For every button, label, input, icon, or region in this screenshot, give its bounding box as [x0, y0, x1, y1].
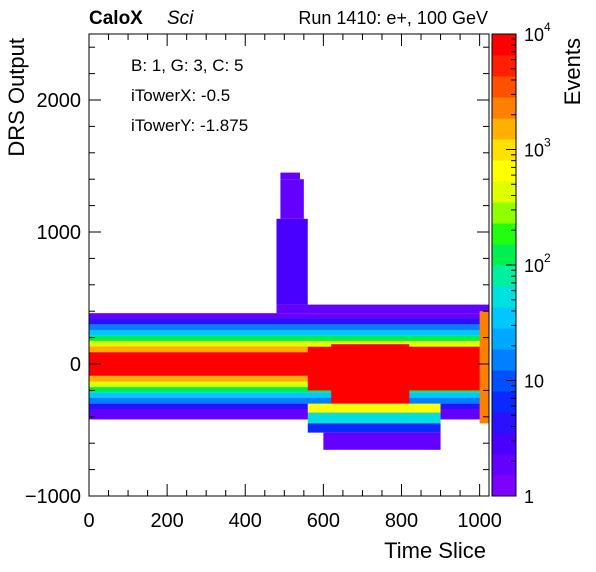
y-axis-label: DRS Output	[4, 38, 29, 157]
x-tick-label: 800	[385, 510, 418, 532]
heatmap-band-21	[276, 304, 489, 314]
heatmap-band-18	[307, 412, 441, 424]
heatmap-band-19	[307, 423, 441, 433]
color-scale-step	[492, 307, 516, 329]
z-tick-label: 1	[524, 487, 534, 507]
color-scale-step	[492, 202, 516, 224]
y-tick-label: 1000	[37, 222, 82, 244]
color-scale-step	[492, 454, 516, 476]
color-scale-step	[492, 328, 516, 350]
heatmap-band-10	[89, 397, 489, 404]
color-scale-step	[492, 223, 516, 245]
heatmap-band-1	[89, 346, 489, 353]
x-tick-label: 400	[229, 510, 262, 532]
color-scale-step	[492, 34, 516, 56]
heatmap-band-11	[89, 318, 489, 325]
heatmap-band-5	[89, 335, 489, 341]
title-detector: Sci	[167, 8, 194, 29]
title-run: Run 1410: e+, 100 GeV	[298, 8, 488, 28]
color-scale-step	[492, 433, 516, 455]
annotation-itowerx: iTowerX: -0.5	[131, 86, 230, 105]
x-tick-label: 0	[83, 510, 94, 532]
color-scale-bar	[492, 34, 516, 497]
plot-frame	[88, 33, 490, 497]
heatmap-band-7	[89, 330, 489, 336]
color-scale-step	[492, 76, 516, 98]
heatmap-band-12	[89, 403, 489, 410]
heatmap-band-14	[89, 409, 489, 420]
heatmap-band-4	[89, 381, 489, 388]
color-scale-step	[492, 265, 516, 287]
z-tick-label: 10	[524, 25, 544, 45]
heatmap-band-20	[323, 432, 441, 450]
color-scale-step	[492, 286, 516, 308]
z-tick-label: 10	[524, 372, 544, 392]
color-scale-step	[492, 139, 516, 161]
heatmap-band-23	[280, 179, 304, 219]
z-tick-exponent: 4	[544, 20, 551, 34]
heatmap-band-16	[331, 344, 410, 404]
heatmap-band-6	[89, 387, 489, 393]
heatmap-band-17	[307, 403, 441, 413]
heatmap-band-2	[89, 375, 489, 382]
color-scale-step	[492, 370, 516, 392]
color-scale-step	[492, 391, 516, 413]
heatmap-cells	[89, 172, 489, 450]
heatmap-band-24	[280, 172, 300, 180]
y-tick-label: 0	[70, 354, 81, 376]
heatmap-band-3	[89, 340, 489, 347]
color-scale-step	[492, 244, 516, 266]
z-axis-label: Events	[560, 38, 585, 105]
z-tick-exponent: 3	[544, 136, 551, 150]
color-scale-step	[492, 160, 516, 182]
z-tick-label: 10	[524, 256, 544, 276]
color-scale-step	[492, 55, 516, 77]
x-tick-label: 200	[150, 510, 183, 532]
color-scale-step	[492, 118, 516, 140]
color-scale-step	[492, 181, 516, 203]
color-scale-step	[492, 349, 516, 371]
y-tick-label: −1000	[25, 486, 81, 508]
title-experiment: CaloX	[89, 8, 143, 29]
x-axis: 0 200 400 600 800 1000	[83, 34, 502, 532]
color-scale-step	[492, 412, 516, 434]
z-tick-label: 10	[524, 141, 544, 161]
annotation-itowery: iTowerY: -1.875	[131, 116, 248, 135]
x-tick-label: 600	[307, 510, 340, 532]
heatmap-band-9	[89, 324, 489, 331]
color-scale-step	[492, 97, 516, 119]
annotation-channel: B: 1, G: 3, C: 5	[131, 56, 243, 75]
y-tick-label: 2000	[37, 90, 82, 112]
heatmap-band-8	[89, 392, 489, 398]
x-axis-label: Time Slice	[384, 538, 486, 563]
heatmap-band-22	[276, 218, 308, 305]
x-tick-label: 1000	[457, 510, 502, 532]
heatmap-band-13	[89, 313, 489, 319]
heatmap-band-25	[479, 311, 489, 424]
z-tick-exponent: 2	[544, 251, 551, 265]
y-axis: −1000 0 1000 2000	[25, 46, 489, 508]
color-scale-step	[492, 475, 516, 497]
